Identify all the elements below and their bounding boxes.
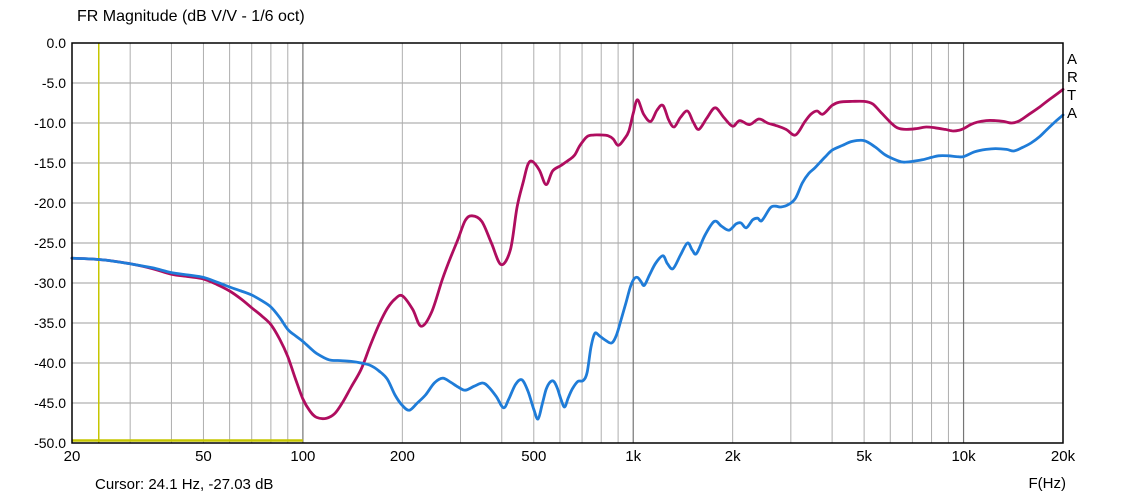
chart-title: FR Magnitude (dB V/V - 1/6 oct) <box>77 8 305 25</box>
y-tick-label: -20.0 <box>34 195 66 211</box>
y-tick-label: -5.0 <box>41 75 66 91</box>
x-tick-label: 200 <box>389 448 415 465</box>
x-tick-label: 5k <box>856 448 873 465</box>
watermark-letter: R <box>1067 69 1078 86</box>
watermark-letter: A <box>1067 51 1078 68</box>
y-tick-label: -45.0 <box>34 395 66 411</box>
y-tick-label: -25.0 <box>34 235 66 251</box>
x-tick-label: 100 <box>290 448 316 465</box>
x-tick-label: 2k <box>724 448 741 465</box>
x-axis-unit-label: F(Hz) <box>1028 475 1067 492</box>
y-tick-label: -40.0 <box>34 355 66 371</box>
y-tick-label: -10.0 <box>34 115 66 131</box>
x-tick-label: 50 <box>195 448 212 465</box>
x-tick-label: 20 <box>63 448 81 465</box>
watermark-letter: T <box>1067 87 1077 104</box>
cursor-readout: Cursor: 24.1 Hz, -27.03 dB <box>95 476 274 493</box>
y-tick-label: -35.0 <box>34 315 66 331</box>
y-tick-label: -50.0 <box>34 435 66 451</box>
watermark-letter: A <box>1067 105 1078 122</box>
overlay-curve-magenta <box>70 88 1065 420</box>
x-tick-label: 500 <box>521 448 547 465</box>
y-tick-label: -30.0 <box>34 275 66 291</box>
y-tick-label: -15.0 <box>34 155 66 171</box>
measurement-curve-blue <box>70 113 1065 421</box>
plot-border <box>71 42 1064 444</box>
x-tick-label: 10k <box>951 448 976 465</box>
x-tick-label: 1k <box>625 448 642 465</box>
x-tick-label: 20k <box>1050 448 1076 465</box>
y-tick-label: 0.0 <box>46 35 66 51</box>
